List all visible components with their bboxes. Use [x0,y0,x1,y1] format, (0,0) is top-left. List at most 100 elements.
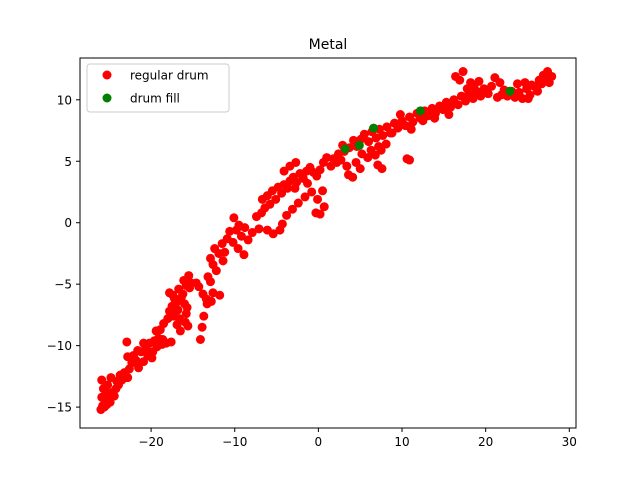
y-tick-label: −5 [54,278,72,292]
scatter-point [538,70,548,80]
y-axis-ticks: −15 −10 −5 0 5 10 [47,93,80,415]
scatter-point [287,204,297,214]
y-tick-label: −10 [47,339,72,353]
scatter-point [458,67,468,77]
scatter-point [359,129,369,139]
scatter-point [206,296,216,306]
scatter-point [446,102,456,112]
scatter-point [291,157,301,167]
scatter-point [303,178,313,188]
scatter-point [363,153,373,163]
scatter-point [381,139,391,149]
scatter-point [355,164,365,174]
y-tick-label: 0 [64,216,72,230]
scatter-point [184,271,194,281]
scatter-point [378,130,388,140]
scatter-point [194,282,204,292]
scatter-point [376,145,386,155]
scatter-point [123,373,133,383]
scatter-point [512,79,522,89]
scatter-point [326,161,336,171]
scatter-point [354,140,364,150]
scatter-point [282,210,292,220]
scatter-point [476,91,486,101]
scatter-point [406,124,416,134]
series-regular-drum [96,67,557,415]
scatter-point [225,226,235,236]
x-tick-label: 0 [315,435,323,449]
scatter-point [262,225,272,235]
scatter-point [205,277,215,287]
scatter-point [415,106,425,116]
scatter-point [313,194,323,204]
y-tick-label: 5 [64,155,72,169]
scatter-point [340,144,350,154]
scatter-point [430,113,440,123]
x-tick-label: −20 [138,435,163,449]
scatter-point [348,172,358,182]
points-layer [96,67,557,415]
scatter-point [174,284,184,294]
scatter-point [147,353,157,363]
legend-marker-drum-fill [102,93,112,103]
scatter-point [290,183,300,193]
scatter-point [364,137,374,147]
scatter-point [520,78,530,88]
scatter-point [122,337,132,347]
scatter-point [218,256,228,266]
scatter-point [247,228,257,238]
scatter-point [103,380,113,390]
scatter-point [254,224,264,234]
scatter-point [134,363,144,373]
scatter-point [408,117,418,127]
series-drum-fill [340,86,515,154]
scatter-point [229,213,239,223]
legend-label-drum-fill: drum fill [130,92,180,106]
scatter-point [523,94,533,104]
scatter-point [133,346,143,356]
scatter-point [405,155,415,165]
scatter-point [322,153,332,163]
scatter-point [474,76,484,86]
scatter-point [395,110,405,120]
scatter-point [180,317,190,327]
scatter-point [131,355,141,365]
scatter-point [497,90,507,100]
scatter-point [240,223,250,233]
scatter-point [175,326,185,336]
scatter-point [109,391,119,401]
scatter-point [293,198,303,208]
legend-label-regular-drum: regular drum [130,69,209,83]
scatter-point [307,187,317,197]
x-tick-label: −10 [222,435,247,449]
scatter-point [311,208,321,218]
scatter-point [233,244,243,254]
scatter-point [444,110,454,120]
scatter-point [319,202,329,212]
scatter-point [461,96,471,106]
scatter-point [166,337,176,347]
scatter-point [315,165,325,175]
scatter-point [342,161,352,171]
scatter-point [453,100,463,110]
scatter-point [275,225,285,235]
scatter-point [466,78,476,88]
scatter-point [318,186,328,196]
x-axis-ticks: −20 −10 0 10 20 30 [138,428,577,449]
scatter-point [182,303,192,313]
chart-title: Metal [309,37,348,53]
scatter-point [199,311,209,321]
legend-marker-regular-drum [102,70,112,80]
scatter-point [236,231,246,241]
scatter-point [195,335,205,344]
y-tick-label: 10 [57,93,72,107]
scatter-point [228,237,238,247]
scatter-point [369,123,379,133]
scatter-point [533,86,543,96]
scatter-point [455,75,465,85]
scatter-point [487,81,497,91]
scatter-point [220,247,230,257]
scatter-point [387,128,397,138]
y-tick-label: −15 [47,401,72,415]
